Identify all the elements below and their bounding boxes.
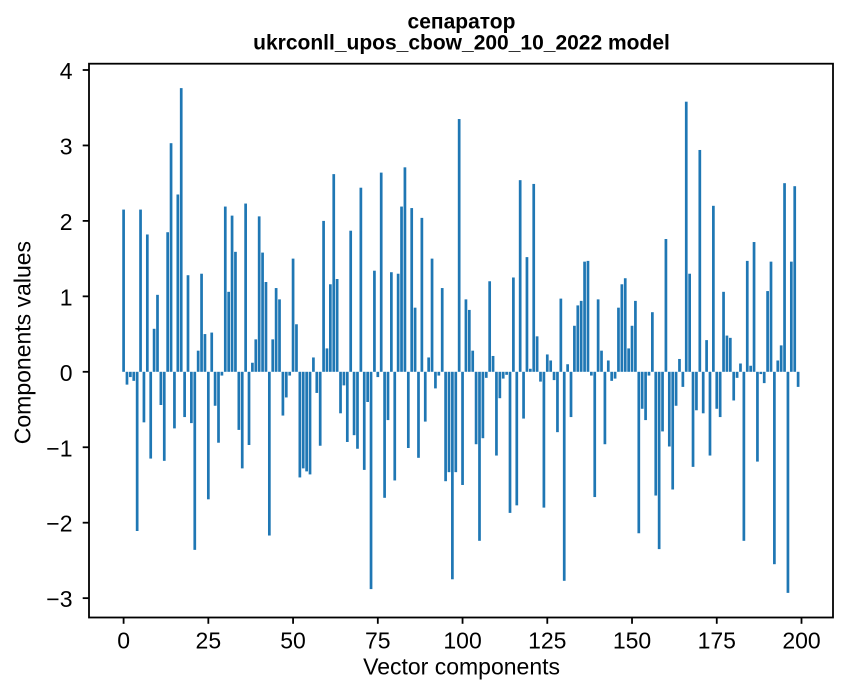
svg-text:1: 1 (60, 284, 73, 310)
svg-text:−3: −3 (46, 586, 72, 612)
svg-text:100: 100 (443, 628, 481, 654)
svg-text:0: 0 (117, 628, 130, 654)
svg-text:150: 150 (613, 628, 651, 654)
svg-text:Components values: Components values (10, 241, 36, 444)
svg-text:сепаратор: сепаратор (408, 10, 516, 33)
svg-text:0: 0 (60, 360, 73, 386)
svg-text:−1: −1 (46, 435, 72, 461)
svg-text:50: 50 (280, 628, 306, 654)
svg-text:175: 175 (698, 628, 736, 654)
svg-text:125: 125 (528, 628, 566, 654)
svg-text:−2: −2 (46, 511, 72, 537)
svg-text:2: 2 (60, 209, 73, 235)
svg-text:3: 3 (60, 133, 73, 159)
svg-text:Vector components: Vector components (363, 653, 560, 679)
svg-text:25: 25 (196, 628, 222, 654)
svg-text:75: 75 (365, 628, 391, 654)
svg-text:ukrconll_upos_cbow_200_10_2022: ukrconll_upos_cbow_200_10_2022 model (253, 32, 670, 55)
svg-text:200: 200 (782, 628, 820, 654)
svg-text:4: 4 (60, 58, 73, 84)
